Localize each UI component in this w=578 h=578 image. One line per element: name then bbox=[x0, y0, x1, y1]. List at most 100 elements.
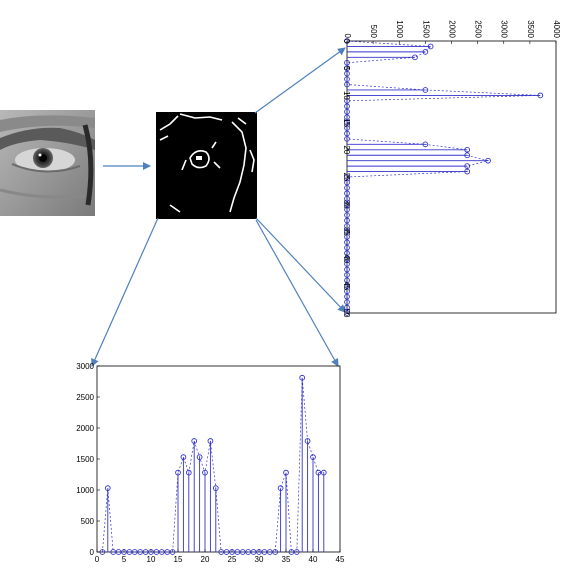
value-tick-label: 3000 bbox=[500, 20, 509, 38]
stem-marker bbox=[344, 212, 350, 218]
stem-marker bbox=[344, 239, 350, 246]
horizontal-projection-chart: 0 5 10 15 20 25 30 35 40 45 0 500 1000 1500 2000 2500 30… bbox=[76, 362, 345, 564]
index-tick-label: 10 bbox=[342, 91, 351, 100]
stem-marker bbox=[344, 103, 350, 110]
stem-marker bbox=[315, 469, 322, 476]
x-tick-label: 25 bbox=[228, 555, 237, 564]
stem-marker bbox=[310, 454, 316, 460]
stem-marker bbox=[131, 549, 138, 555]
index-tick-label: 45 bbox=[342, 281, 351, 290]
stem-marker bbox=[422, 49, 429, 55]
stem-marker bbox=[422, 87, 429, 93]
stem-marker bbox=[293, 549, 300, 555]
y-tick-label: 2500 bbox=[76, 393, 94, 402]
y-tick-label: 3000 bbox=[76, 362, 94, 371]
x-tick-label: 10 bbox=[147, 555, 156, 564]
stem-marker bbox=[344, 304, 350, 311]
stem-marker bbox=[104, 485, 111, 491]
value-tick-label: 3500 bbox=[526, 20, 535, 38]
stem-marker bbox=[344, 130, 350, 137]
stem-marker bbox=[537, 92, 544, 99]
index-tick-label: 15 bbox=[342, 118, 351, 127]
index-tick-label: 30 bbox=[342, 200, 351, 209]
stem-marker bbox=[464, 168, 471, 175]
index-tick-label: 25 bbox=[342, 173, 351, 182]
y-tick-label: 1000 bbox=[76, 486, 94, 495]
stem-marker bbox=[344, 81, 350, 88]
chart-envelope-line bbox=[346, 40, 541, 313]
stem-marker bbox=[234, 549, 241, 555]
stem-marker bbox=[212, 485, 219, 491]
stem-marker bbox=[344, 266, 350, 273]
edge-map-image bbox=[156, 112, 257, 219]
stem-marker bbox=[272, 549, 279, 555]
stem-marker bbox=[277, 485, 284, 491]
stem-marker bbox=[344, 261, 350, 267]
arrow-edge-to-horizontal-right bbox=[255, 219, 339, 367]
x-tick-label: 20 bbox=[201, 555, 210, 564]
stem-marker bbox=[344, 114, 350, 121]
stem-marker bbox=[245, 549, 252, 555]
x-tick-label: 35 bbox=[282, 555, 291, 564]
index-tick-label: 35 bbox=[342, 227, 351, 236]
y-tick-label: 2000 bbox=[76, 424, 94, 433]
index-tick-label: 20 bbox=[342, 145, 351, 154]
stem-marker bbox=[344, 299, 350, 305]
stem-marker bbox=[464, 163, 471, 169]
stem-marker bbox=[344, 250, 350, 257]
stem-marker bbox=[304, 438, 311, 444]
stem-marker bbox=[223, 549, 230, 555]
stem-marker bbox=[344, 97, 350, 104]
stem-marker bbox=[115, 549, 122, 555]
stem-marker bbox=[202, 469, 208, 476]
stem-marker bbox=[185, 469, 192, 476]
value-tick-label: 2000 bbox=[447, 20, 456, 38]
value-tick-label: 2500 bbox=[474, 20, 483, 38]
stem-marker bbox=[180, 454, 187, 460]
stem-marker bbox=[344, 288, 350, 295]
x-tick-label: 45 bbox=[336, 555, 345, 564]
stem-marker bbox=[288, 549, 295, 555]
stem-marker bbox=[427, 43, 434, 50]
value-tick-label: 500 bbox=[369, 25, 378, 39]
stem-marker bbox=[110, 549, 117, 555]
stem-marker bbox=[344, 59, 350, 66]
stem-marker bbox=[344, 185, 350, 191]
stem-marker bbox=[137, 549, 144, 555]
stem-marker bbox=[126, 549, 133, 555]
x-tick-label: 0 bbox=[95, 555, 100, 564]
chart-frame bbox=[346, 40, 557, 314]
envelope-path bbox=[102, 377, 324, 553]
stem-marker bbox=[344, 76, 350, 82]
stem-marker bbox=[485, 157, 491, 164]
y-tick-label: 500 bbox=[81, 517, 95, 526]
stem-marker bbox=[344, 136, 350, 142]
stem-marker bbox=[344, 195, 350, 202]
stem-marker bbox=[344, 217, 350, 224]
stem-marker bbox=[191, 438, 198, 444]
value-tick-label: 1500 bbox=[421, 20, 430, 38]
stem-marker bbox=[239, 549, 246, 555]
x-tick-label: 5 bbox=[122, 555, 127, 564]
stem-marker bbox=[344, 190, 350, 197]
stem-marker bbox=[175, 469, 181, 476]
stem-marker bbox=[169, 549, 176, 555]
stem-marker bbox=[164, 549, 171, 555]
stem-marker bbox=[412, 54, 418, 61]
stem-marker bbox=[344, 70, 350, 77]
value-tick-label: 1000 bbox=[395, 20, 404, 38]
stem-marker bbox=[344, 125, 350, 131]
stem-marker bbox=[153, 549, 160, 555]
stem-marker bbox=[344, 293, 350, 300]
stem-marker bbox=[266, 549, 273, 555]
value-tick-label: 4000 bbox=[552, 20, 561, 38]
y-tick-label: 0 bbox=[90, 548, 95, 557]
chart-envelope-line bbox=[102, 377, 324, 553]
stem-marker bbox=[344, 206, 350, 213]
flow-arrows bbox=[91, 47, 346, 367]
eye-photo-image bbox=[0, 110, 95, 216]
stem-marker bbox=[344, 233, 350, 240]
stem-marker bbox=[344, 244, 350, 251]
arrow-edge-to-horizontal-left bbox=[91, 217, 159, 367]
x-tick-label: 40 bbox=[309, 555, 318, 564]
